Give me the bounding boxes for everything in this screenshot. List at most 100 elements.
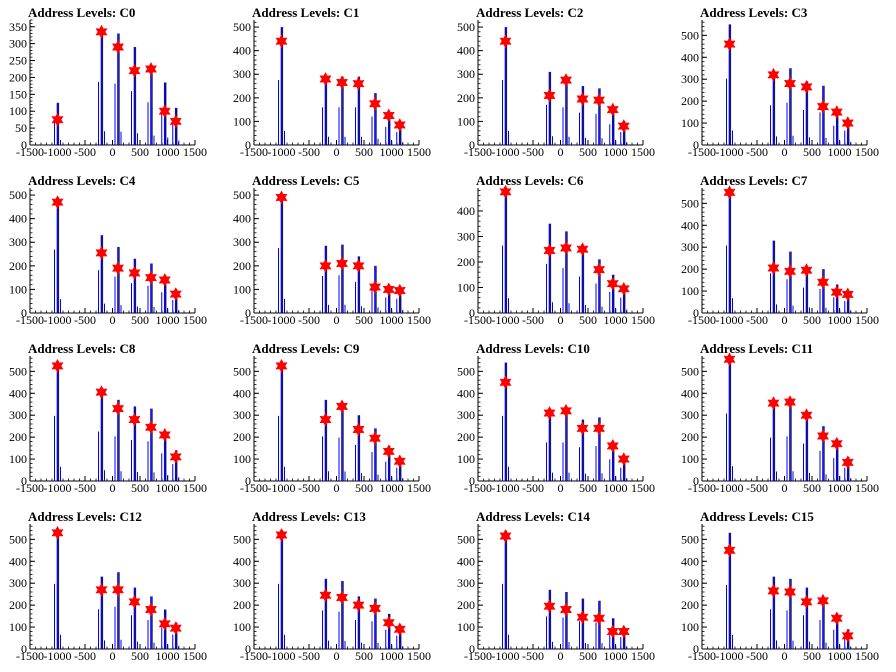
chart-title: Address Levels: C3	[700, 5, 808, 20]
y-tick-label: 200	[233, 430, 251, 444]
peak-marker	[335, 256, 349, 271]
y-tick-label: 200	[233, 598, 251, 612]
x-tick-label: -1000	[492, 313, 520, 327]
x-tick-label: 500	[579, 481, 597, 495]
peak-marker	[830, 285, 843, 300]
y-tick-label: 200	[233, 91, 251, 105]
x-tick-label: 500	[803, 481, 821, 495]
x-tick-label: 500	[131, 313, 149, 327]
x-tick-label: 500	[803, 145, 821, 159]
peak-marker	[169, 621, 182, 636]
x-tick-label: 500	[355, 481, 373, 495]
x-tick-label: -500	[522, 649, 544, 663]
peak-marker	[816, 275, 830, 290]
x-tick-label: -500	[74, 649, 96, 663]
y-tick-label: 100	[457, 280, 475, 294]
x-tick-label: 500	[803, 649, 821, 663]
y-tick-label: 500	[681, 28, 699, 42]
x-tick-label: 0	[558, 145, 564, 159]
x-tick-label: 0	[558, 481, 564, 495]
chart-title: Address Levels: C10	[476, 341, 590, 356]
y-tick-label: 300	[9, 235, 27, 249]
x-tick-label: 500	[579, 649, 597, 663]
y-tick-label: 500	[233, 20, 251, 34]
y-tick-label: 300	[233, 408, 251, 422]
peak-marker	[606, 102, 619, 117]
peak-marker	[51, 195, 64, 210]
y-tick-label: 400	[233, 212, 251, 226]
x-tick-label: -500	[74, 145, 96, 159]
peak-marker	[592, 421, 606, 436]
x-tick-label: -500	[522, 313, 544, 327]
y-tick-label: 400	[457, 204, 475, 218]
chart-svg: 0 100 200 300 400 500 -1500 -1000 -500 0 500 1000 15…	[9, 188, 207, 327]
y-tick-label: 500	[9, 188, 27, 202]
x-tick-label: -500	[746, 481, 768, 495]
x-tick-label: 1500	[183, 649, 207, 663]
y-tick-label: 200	[681, 94, 699, 108]
peak-marker	[767, 583, 780, 598]
y-tick-label: 500	[457, 364, 475, 378]
peak-marker	[169, 449, 182, 464]
peak-marker	[368, 601, 382, 616]
chart-svg: 0 100 200 300 400 500 -1500 -1000 -500 0 500 1000 15…	[233, 188, 431, 327]
peak-marker	[576, 610, 589, 625]
x-tick-label: -1500	[240, 649, 268, 663]
x-tick-label: 1000	[380, 145, 404, 159]
peak-marker	[158, 427, 171, 442]
peak-marker	[767, 260, 780, 276]
peak-marker	[335, 399, 349, 414]
peak-marker	[393, 622, 406, 637]
peak-marker	[592, 93, 606, 108]
x-tick-label: -1000	[492, 145, 520, 159]
peak-marker	[800, 263, 813, 278]
y-tick-label: 400	[233, 554, 251, 568]
y-tick-label: 500	[233, 532, 251, 546]
chart-title: Address Levels: C15	[700, 509, 814, 524]
peak-marker	[617, 624, 630, 639]
peak-marker	[841, 455, 854, 470]
y-tick-label: 200	[9, 259, 27, 273]
y-tick-label: 400	[233, 44, 251, 58]
x-tick-label: 1000	[604, 481, 628, 495]
peak-marker	[606, 624, 619, 639]
y-tick-label: 100	[681, 452, 699, 466]
x-tick-label: 1000	[828, 481, 852, 495]
y-tick-label: 100	[9, 104, 27, 118]
chart-panel: Address Levels: C9 0 100 200 300 400 500 -1500-…	[224, 336, 448, 504]
peak-marker	[158, 272, 171, 288]
y-tick-label: 0	[245, 474, 251, 488]
peak-marker	[158, 104, 171, 119]
peak-marker	[576, 421, 589, 436]
peak-marker	[335, 590, 349, 605]
x-tick-label: 1000	[828, 649, 852, 663]
y-tick-label: 300	[457, 408, 475, 422]
y-tick-label: 0	[693, 642, 699, 656]
chart-title: Address Levels: C1	[252, 5, 360, 20]
peak-marker	[111, 401, 125, 416]
chart-title: Address Levels: C11	[700, 341, 814, 356]
peak-marker	[617, 119, 630, 134]
peak-marker	[617, 452, 630, 467]
x-tick-label: 1500	[855, 649, 879, 663]
x-tick-label: -1000	[716, 145, 744, 159]
x-tick-label: -500	[746, 313, 768, 327]
y-tick-label: 300	[9, 408, 27, 422]
x-tick-label: -1500	[688, 649, 716, 663]
y-tick-label: 0	[693, 306, 699, 320]
chart-svg: 0 50 100 150 200 250 300 350 -1500 -1000 -500 0 500 1…	[9, 19, 207, 159]
chart-svg: 0 100 200 300 400 500 -1500 -1000 -500 0 500 1000 15…	[233, 524, 431, 663]
y-tick-label: 200	[9, 70, 27, 84]
chart-panel: Address Levels: C11 0 100 200 300 400 500 -1500…	[672, 336, 896, 504]
peak-marker	[95, 24, 108, 39]
peak-marker	[499, 529, 512, 544]
chart-svg: 0 100 200 300 400 500 -1500 -1000 -500 0 500 1000 15…	[681, 524, 879, 663]
peak-marker	[559, 73, 573, 88]
chart-panel: Address Levels: C0 0 50 100 150 200 250 300 350 -…	[0, 0, 224, 168]
peak-marker	[382, 108, 395, 123]
peak-marker	[499, 375, 512, 390]
x-tick-label: 1500	[183, 145, 207, 159]
x-tick-label: -1500	[240, 145, 268, 159]
y-tick-label: 300	[681, 408, 699, 422]
x-tick-label: 1000	[156, 313, 180, 327]
